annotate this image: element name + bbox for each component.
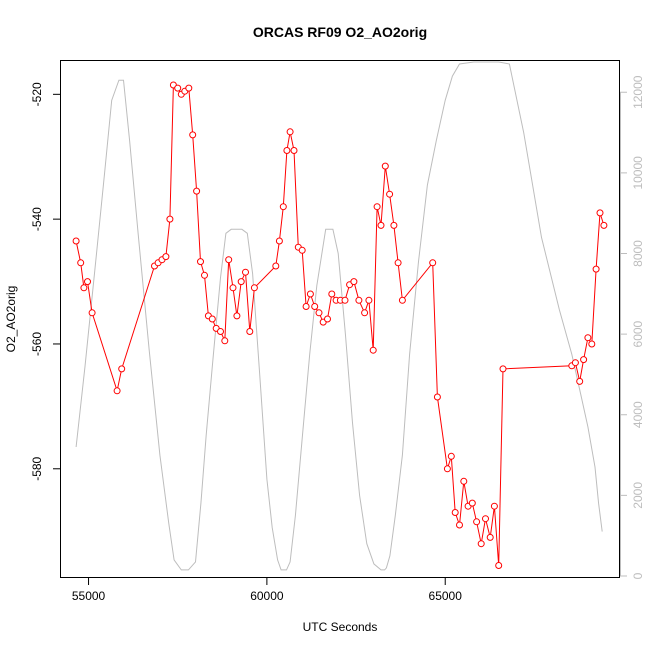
o2-point xyxy=(237,278,245,286)
o2-point xyxy=(341,296,349,304)
o2-point xyxy=(298,246,306,254)
o2-point xyxy=(495,562,503,569)
o2-point xyxy=(373,203,381,211)
y2-tick-label: 2000 xyxy=(631,482,645,509)
o2-point xyxy=(229,284,237,292)
o2-point xyxy=(286,128,294,136)
o2-point xyxy=(580,356,588,364)
o2-point xyxy=(456,521,463,529)
o2-point xyxy=(381,162,389,170)
y-tick-label: -580 xyxy=(30,456,44,480)
altitude-line xyxy=(75,61,603,571)
o2-point xyxy=(600,221,608,229)
o2-point xyxy=(233,312,241,320)
o2-point xyxy=(429,259,437,267)
o2-point xyxy=(72,237,80,245)
o2-point xyxy=(377,221,385,229)
o2-point xyxy=(197,258,204,266)
y-axis-right: 0 2000 4000 6000 8000 10000 12000 xyxy=(620,75,645,579)
o2-point xyxy=(174,84,182,92)
o2-point xyxy=(221,337,229,345)
o2-point xyxy=(225,256,233,264)
o2-point xyxy=(386,190,394,198)
o2-point xyxy=(208,315,216,323)
o2-point xyxy=(361,309,369,317)
o2-point xyxy=(250,284,258,292)
o2-point xyxy=(290,147,298,154)
o2-point xyxy=(477,540,485,548)
o2-point xyxy=(77,259,85,267)
o2-point xyxy=(283,147,291,154)
o2-point xyxy=(443,465,451,473)
o2-point xyxy=(279,203,287,211)
o2-point xyxy=(185,84,193,92)
o2-point xyxy=(490,502,498,510)
o2-point xyxy=(433,393,441,401)
y2-tick-label: 8000 xyxy=(631,240,645,267)
o2-point xyxy=(113,387,121,395)
o2-point xyxy=(246,328,254,335)
o2-point xyxy=(302,303,310,310)
o2-point xyxy=(242,268,249,276)
o2-point xyxy=(355,296,363,304)
o2-point xyxy=(451,509,459,516)
o2-point xyxy=(588,340,596,348)
o2-point xyxy=(275,237,283,245)
o2-point xyxy=(84,278,91,286)
o2-point xyxy=(576,377,584,385)
o2-point xyxy=(394,259,402,267)
o2-point xyxy=(596,209,604,217)
o2-point xyxy=(217,328,224,335)
y-tick-label: -540 xyxy=(30,207,44,231)
y-axis-label: O2_AO2orig xyxy=(4,286,18,353)
o2-point xyxy=(390,221,398,229)
chart-title: ORCAS RF09 O2_AO2orig xyxy=(253,24,427,40)
y-tick-label: -520 xyxy=(30,82,44,106)
o2-point xyxy=(88,309,96,317)
o2-point xyxy=(473,518,481,526)
series-layer xyxy=(72,61,608,571)
o2-point xyxy=(398,296,406,304)
y2-tick-label: 4000 xyxy=(631,401,645,428)
o2-point xyxy=(118,365,126,373)
y-tick-label: -560 xyxy=(30,332,44,356)
o2-point xyxy=(162,253,170,261)
o2-point xyxy=(468,499,476,507)
y2-tick-label: 12000 xyxy=(631,75,645,109)
o2-point xyxy=(486,533,494,541)
o2-point xyxy=(571,359,579,367)
o2-point xyxy=(328,290,336,298)
o2-point xyxy=(193,187,201,195)
o2-line xyxy=(75,84,605,566)
o2-point xyxy=(365,296,373,304)
o2-point xyxy=(369,346,377,354)
o2-point xyxy=(592,265,600,273)
o2-point xyxy=(584,334,592,342)
o2-point xyxy=(482,515,489,523)
o2-point xyxy=(324,315,331,323)
o2-point xyxy=(201,271,208,279)
x-axis: 55000 60000 65000 xyxy=(72,578,462,603)
y-axis-left: -520 -540 -560 -580 xyxy=(30,82,60,481)
o2-point xyxy=(80,284,88,292)
o2-point xyxy=(499,365,507,373)
o2-point xyxy=(166,215,174,223)
o2-point xyxy=(189,131,197,139)
o2-point xyxy=(460,477,468,485)
o2-point xyxy=(447,452,455,460)
o2-point xyxy=(315,309,323,317)
y2-tick-label: 6000 xyxy=(631,320,645,347)
o2-point xyxy=(272,262,280,270)
plot-frame xyxy=(60,60,620,578)
x-tick-label: 55000 xyxy=(72,589,106,603)
y2-tick-label: 0 xyxy=(631,572,645,579)
x-axis-label: UTC Seconds xyxy=(303,620,378,634)
y2-tick-label: 10000 xyxy=(631,156,645,190)
o2-point xyxy=(311,303,319,310)
x-tick-label: 65000 xyxy=(429,589,463,603)
o2-point xyxy=(350,278,358,286)
o2-point xyxy=(306,290,314,298)
x-tick-label: 60000 xyxy=(250,589,284,603)
